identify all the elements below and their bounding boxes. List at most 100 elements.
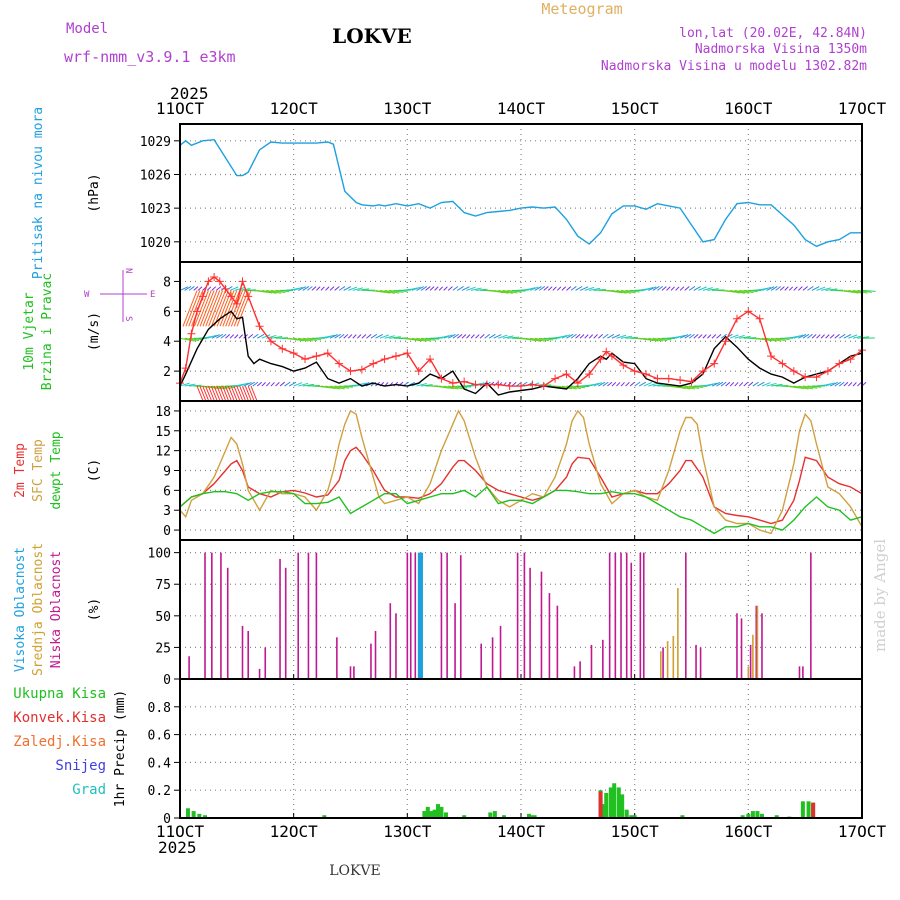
wind-arrow xyxy=(725,381,731,387)
wind-arrow xyxy=(236,385,244,402)
wind-arrow xyxy=(593,382,603,387)
bar-niska-oblacnost xyxy=(556,605,559,679)
wind-arrow xyxy=(648,337,664,342)
gust-marker xyxy=(198,292,207,301)
wind-arrow xyxy=(584,286,595,291)
y-tick-label: 6 xyxy=(163,484,171,499)
bar-niska-oblacnost xyxy=(258,668,261,679)
wind-arrow xyxy=(529,337,545,342)
gust-marker xyxy=(835,359,844,368)
gust-marker xyxy=(710,359,719,368)
wind-arrow xyxy=(852,382,857,387)
panel-precip: 0 0.2 0.4 0.6 0.8 xyxy=(148,678,863,827)
wind-arrow xyxy=(488,333,496,339)
x-tick-label-top: 14OCT xyxy=(497,99,546,118)
wind-arrow xyxy=(507,336,520,339)
wind-arrow xyxy=(202,290,218,327)
gust-marker xyxy=(823,367,832,376)
bar-ukupna-kisa xyxy=(612,783,617,818)
wind-arrow xyxy=(538,286,546,291)
wind-arrow xyxy=(725,289,741,294)
wind-arrow xyxy=(825,334,830,339)
bar-ukupna-kisa xyxy=(800,801,805,818)
wind-arrow xyxy=(247,385,255,402)
wind-arrow xyxy=(761,382,771,387)
gust-marker xyxy=(517,382,525,391)
product-title: Meteogram xyxy=(541,0,622,18)
gust-marker xyxy=(607,352,616,361)
y-tick-label: 75 xyxy=(155,578,171,593)
wind-arrow xyxy=(475,334,480,339)
wind-arrow xyxy=(252,333,259,339)
wind-arrow xyxy=(802,286,809,291)
bar-ukupna-kisa xyxy=(203,815,208,818)
wind-arrow xyxy=(347,334,353,339)
wind-arrow xyxy=(534,337,550,342)
gust-marker xyxy=(596,355,605,364)
wind-arrow xyxy=(702,334,707,339)
panel-pressure: 1020 1023 1026 1029 xyxy=(140,123,863,263)
wind-arrow xyxy=(216,333,224,339)
wind-arrow xyxy=(730,289,745,294)
compass-s: S xyxy=(123,316,133,321)
year-top: 2025 xyxy=(170,84,209,103)
x-tick-label-bottom: 14OCT xyxy=(497,822,546,841)
wind-arrow xyxy=(602,381,609,387)
axis-unit: (%) xyxy=(87,598,102,621)
wind-arrow xyxy=(702,287,713,291)
wind-arrow xyxy=(716,333,722,339)
bar-niska-oblacnost xyxy=(204,552,206,679)
wind-arrow xyxy=(320,286,325,291)
bar-ukupna-kisa xyxy=(629,815,634,818)
axis-label: Visoka Oblacnost xyxy=(13,547,28,672)
precip-legend-item: Grad xyxy=(72,782,106,798)
bar-niska-oblacnost xyxy=(499,625,502,679)
wind-arrow xyxy=(666,286,671,291)
wind-arrow xyxy=(211,286,217,291)
wind-arrow xyxy=(216,290,232,327)
x-tick-label-top: 16OCT xyxy=(724,99,773,118)
wind-arrow xyxy=(239,385,247,402)
bar-niska-oblacnost xyxy=(454,603,456,679)
gust-marker xyxy=(562,370,571,379)
wind-arrow xyxy=(370,381,377,387)
wind-arrow xyxy=(348,286,358,291)
wind-arrow xyxy=(679,334,689,339)
wind-arrow xyxy=(761,286,772,291)
wind-arrow xyxy=(570,333,577,339)
wind-arrow xyxy=(216,385,224,402)
wind-arrow xyxy=(643,382,652,387)
y-tick-label: 0 xyxy=(163,673,171,688)
wind-arrow xyxy=(638,381,647,387)
wind-arrow xyxy=(734,382,739,387)
gust-marker xyxy=(585,370,594,379)
wind-arrow xyxy=(502,289,518,294)
wind-arrow xyxy=(588,334,594,339)
model-elevation-text: Nadmorska Visina u modelu 1302.82m xyxy=(601,59,867,74)
bar-niska-oblacnost xyxy=(699,647,702,679)
bar-niska-oblacnost xyxy=(810,552,812,679)
wind-arrow xyxy=(793,334,804,339)
wind-arrow xyxy=(689,385,704,389)
y-tick-label: 100 xyxy=(148,547,171,562)
wind-arrow xyxy=(193,286,199,291)
bar-konvek-kisa xyxy=(811,802,816,818)
gust-marker xyxy=(471,380,480,389)
gust-marker xyxy=(573,379,582,388)
wind-arrow xyxy=(205,385,213,402)
bar-srednja-oblacnost xyxy=(747,666,750,679)
wind-arrow xyxy=(425,337,440,340)
bar-niska-oblacnost xyxy=(749,644,752,679)
wind-arrow xyxy=(566,333,574,339)
station-title: LOKVE xyxy=(332,24,412,48)
bar-niska-oblacnost xyxy=(573,666,576,679)
wind-arrow xyxy=(325,286,330,291)
bar-niska-oblacnost xyxy=(802,666,804,679)
wind-arrow xyxy=(407,287,418,291)
wind-arrow xyxy=(219,385,227,402)
wind-arrow xyxy=(407,337,423,342)
wind-arrow xyxy=(802,333,810,339)
wind-arrow xyxy=(498,289,514,294)
wind-arrow xyxy=(343,334,349,339)
x-tick-label-bottom: 11OCT xyxy=(156,822,205,841)
